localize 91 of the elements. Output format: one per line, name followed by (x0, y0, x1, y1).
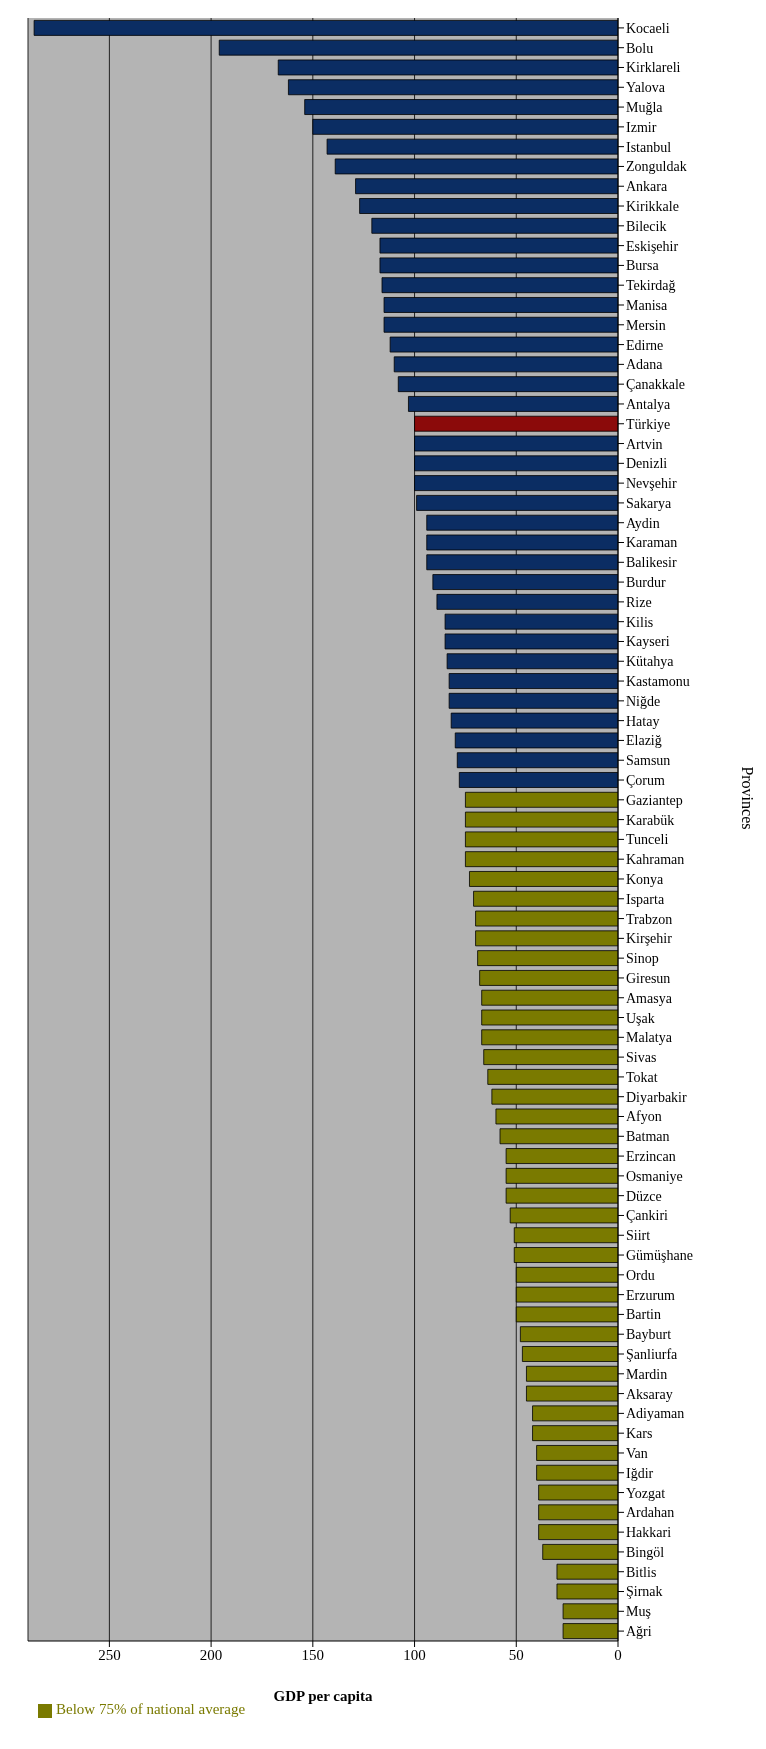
y-tick-label: Kayseri (626, 634, 670, 650)
y-tick-label: Konya (626, 871, 665, 887)
y-tick-label: Yalova (626, 80, 666, 96)
y-tick-label: Çankiri (626, 1208, 669, 1224)
x-tick-label: 100 (403, 1646, 426, 1663)
x-tick-label: 150 (301, 1646, 325, 1663)
y-tick-label: Kirşehir (626, 931, 673, 947)
y-tick-label: Mardin (626, 1366, 668, 1382)
y-tick-label: Edirne (626, 337, 664, 353)
y-tick-label: Uşak (626, 1010, 655, 1026)
y-tick-label: Şirnak (626, 1584, 663, 1600)
x-axis-title: GDP per capita (273, 1688, 373, 1704)
y-tick-label: Elaziğ (626, 733, 662, 749)
y-tick-label: Diyarbakir (626, 1089, 687, 1105)
y-tick-label: Karabük (626, 812, 675, 828)
y-tick-label: Bolu (626, 40, 654, 56)
y-tick-label: Kirikkale (626, 199, 679, 214)
y-tick-label: Afyon (626, 1109, 662, 1125)
y-tick-label: Izmir (626, 119, 657, 135)
y-tick-label: Gaziantep (626, 792, 683, 808)
y-tick-label: Erzincan (626, 1149, 676, 1165)
y-tick-label: Tekirdağ (626, 278, 676, 294)
y-tick-label: Bingöl (626, 1544, 665, 1560)
y-tick-label: Zonguldak (626, 159, 687, 175)
y-tick-label: Muş (626, 1604, 651, 1620)
y-tick-label: Mersin (626, 317, 666, 333)
y-tick-label: Tokat (626, 1069, 658, 1085)
y-tick-label: Çorum (626, 772, 665, 788)
x-tick-label: 200 (199, 1646, 223, 1663)
y-tick-label: Hatay (626, 713, 660, 729)
y-tick-label: Burdur (626, 575, 666, 591)
y-tick-label: Türkiye (626, 416, 671, 432)
y-tick-label: Kilis (626, 614, 654, 630)
y-tick-label: Yozgat (626, 1485, 666, 1501)
y-tick-label: Balikesir (626, 555, 677, 571)
y-tick-label: Istanbul (626, 139, 672, 155)
y-tick-label: Isparta (626, 891, 665, 907)
x-tick-label: 250 (98, 1646, 121, 1663)
y-tick-label: Ağri (626, 1624, 652, 1640)
y-tick-label: Bartin (626, 1307, 661, 1323)
y-tick-label: Giresun (626, 970, 671, 986)
y-tick-label: Van (626, 1445, 648, 1461)
y-tick-label: Erzurum (626, 1287, 676, 1303)
y-tick-label: Denizli (626, 456, 668, 472)
y-tick-label: Batman (626, 1129, 670, 1145)
y-tick-label: Aydin (626, 515, 660, 531)
y-tick-label: Sinop (626, 951, 659, 967)
y-tick-label: Samsun (626, 753, 671, 769)
legend-label: Below 75% of national average (56, 1701, 246, 1717)
y-tick-label: Iğdir (626, 1465, 654, 1481)
y-tick-label: Karaman (626, 535, 678, 551)
y-tick-label: Ordu (626, 1267, 655, 1283)
y-tick-label: Trabzon (626, 911, 673, 927)
y-tick-label: Artvin (626, 436, 663, 452)
y-tick-label: Kastamonu (626, 674, 690, 690)
y-tick-label: Muğla (626, 100, 664, 116)
y-tick-label: Bilecik (626, 218, 667, 234)
y-tick-label: Tunceli (626, 832, 669, 848)
y-tick-label: Manisa (626, 297, 668, 313)
y-tick-label: Sakarya (626, 495, 672, 511)
y-tick-label: Şanliurfa (626, 1346, 679, 1362)
y-tick-label: Kirklareli (626, 60, 681, 76)
y-axis-title: Provinces (739, 766, 757, 830)
y-tick-label: Ankara (626, 179, 668, 195)
x-tick-label: 50 (508, 1646, 524, 1663)
y-tick-label: Bitlis (626, 1564, 657, 1580)
y-tick-label: Amasya (626, 990, 673, 1006)
y-tick-label: Kahraman (626, 852, 685, 868)
y-tick-label: Kütahya (626, 654, 675, 670)
y-tick-label: Çanakkale (626, 377, 686, 393)
y-tick-label: Nevşehir (626, 476, 677, 492)
y-tick-label: Kocaeli (626, 20, 670, 36)
y-tick-label: Osmaniye (626, 1168, 683, 1184)
y-tick-label: Düzce (626, 1188, 662, 1204)
y-tick-label: Adana (626, 357, 664, 373)
y-tick-label: Antalya (626, 396, 672, 412)
y-tick-label: Bursa (626, 258, 660, 274)
y-tick-label: Ardahan (626, 1505, 675, 1521)
x-tick-label: 0 (614, 1646, 622, 1663)
y-tick-label: Niğde (626, 693, 661, 709)
y-tick-label: Siirt (626, 1228, 651, 1244)
y-tick-label: Bayburt (626, 1327, 672, 1343)
y-tick-label: Aksaray (626, 1386, 673, 1402)
y-tick-label: Adiyaman (626, 1406, 685, 1422)
y-tick-label: Gümüşhane (626, 1248, 693, 1264)
y-tick-label: Kars (626, 1426, 653, 1442)
y-tick-label: Malatya (626, 1030, 673, 1046)
y-tick-label: Hakkari (626, 1525, 672, 1541)
y-tick-label: Sivas (626, 1050, 657, 1066)
y-tick-label: Eskişehir (626, 238, 679, 254)
y-tick-label: Rize (626, 594, 652, 610)
